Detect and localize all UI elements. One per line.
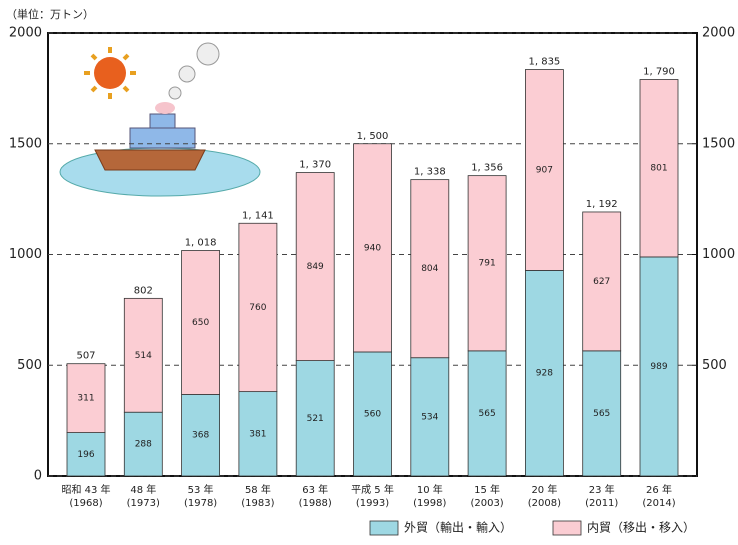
x-tick-label: 63 年 (302, 483, 328, 496)
segment-label: 849 (307, 262, 324, 272)
total-label: 1, 790 (643, 67, 675, 78)
total-label: 1, 356 (471, 163, 503, 174)
total-label: 1, 500 (357, 131, 389, 142)
x-tick-year: (2014) (642, 498, 675, 509)
bar-segment (582, 350, 622, 477)
y-tick-label: 0 (34, 469, 42, 484)
total-label: 507 (76, 351, 95, 362)
y-tick-label: 500 (17, 358, 42, 373)
x-tick-year: (2003) (470, 498, 503, 509)
bar-segment (181, 250, 221, 395)
bar-segment (525, 69, 564, 271)
total-label: 1, 141 (242, 210, 274, 221)
y-tick-label: 2000 (9, 26, 42, 41)
segment-label: 928 (536, 369, 553, 379)
segment-label: 565 (593, 409, 610, 419)
segment-label: 534 (421, 412, 438, 422)
total-label: 1, 192 (586, 199, 618, 210)
x-tick-year: (1988) (299, 498, 332, 509)
bar-segment (353, 143, 392, 353)
segment-label: 791 (479, 259, 496, 269)
segment-label: 801 (650, 164, 667, 174)
segment-label: 560 (364, 409, 381, 419)
segment-label: 381 (249, 429, 266, 439)
segment-label: 288 (135, 440, 152, 450)
segment-label: 760 (249, 303, 266, 313)
segment-label: 196 (77, 450, 94, 460)
bar-segment (66, 432, 106, 477)
legend-label: 内貿（移出・移入） (587, 521, 695, 535)
bar-segment (353, 351, 392, 477)
segment-label: 521 (307, 414, 324, 424)
x-tick-label: 20 年 (531, 483, 557, 496)
bar-segment (582, 211, 622, 352)
segment-label: 804 (421, 264, 438, 274)
total-label: 802 (134, 285, 153, 296)
total-label: 1, 018 (185, 238, 217, 249)
x-tick-year: (1978) (184, 498, 217, 509)
x-tick-label: 平成 5 年 (351, 483, 394, 496)
segment-label: 907 (536, 165, 553, 175)
bar-segment (181, 394, 221, 477)
segment-label: 650 (192, 318, 209, 328)
segment-label: 565 (479, 409, 496, 419)
legend-swatch (552, 520, 582, 536)
segment-label: 940 (364, 243, 381, 253)
bar-segment (410, 357, 450, 477)
x-tick-label: 48 年 (130, 483, 156, 496)
x-tick-year: (1998) (413, 498, 446, 509)
x-tick-year: (1973) (127, 498, 160, 509)
segment-label: 989 (650, 362, 667, 372)
x-tick-label: 58 年 (245, 483, 271, 496)
y-tick-label: 1000 (9, 247, 42, 262)
bar-segment (123, 297, 163, 413)
unit-label: （単位：万トン） (6, 7, 94, 21)
x-tick-year: (2011) (585, 498, 618, 509)
x-tick-year: (1993) (356, 498, 389, 509)
x-tick-label: 10 年 (417, 483, 443, 496)
bar-segment (238, 222, 278, 393)
legend-swatch (369, 520, 399, 536)
total-label: 1, 338 (414, 167, 446, 178)
bar-segment (238, 391, 278, 477)
bar-segment (467, 350, 507, 477)
bar-segment (123, 411, 163, 477)
bar-segment (410, 179, 450, 359)
bar-segment (639, 79, 679, 258)
x-tick-year: (1983) (241, 498, 274, 509)
bar-segment (295, 172, 335, 361)
y2-tick-label: 1000 (702, 247, 735, 262)
y-tick-label: 1500 (9, 136, 42, 151)
y2-tick-label: 2000 (702, 26, 735, 41)
bar-segment (525, 270, 564, 477)
y2-tick-label: 500 (702, 358, 727, 373)
x-tick-label: 53 年 (188, 483, 214, 496)
segment-label: 627 (593, 277, 610, 287)
bar-segment (295, 360, 335, 477)
legend-label: 外貿（輸出・輸入） (404, 520, 512, 535)
x-tick-year: (1968) (69, 498, 102, 509)
total-label: 1, 370 (299, 160, 331, 171)
x-tick-label: 26 年 (646, 483, 672, 496)
bar-segment (639, 256, 679, 477)
x-tick-label: 昭和 43 年 (61, 483, 110, 496)
x-tick-label: 23 年 (589, 483, 615, 496)
x-tick-label: 15 年 (474, 483, 500, 496)
y2-tick-label: 1500 (702, 136, 735, 151)
illustration (59, 42, 261, 197)
total-label: 1, 835 (528, 57, 560, 68)
bar-segment (467, 175, 507, 352)
bar-segment (66, 363, 106, 433)
segment-label: 311 (77, 394, 94, 404)
segment-label: 368 (192, 431, 209, 441)
x-tick-year: (2008) (528, 498, 561, 509)
segment-label: 514 (135, 351, 152, 361)
